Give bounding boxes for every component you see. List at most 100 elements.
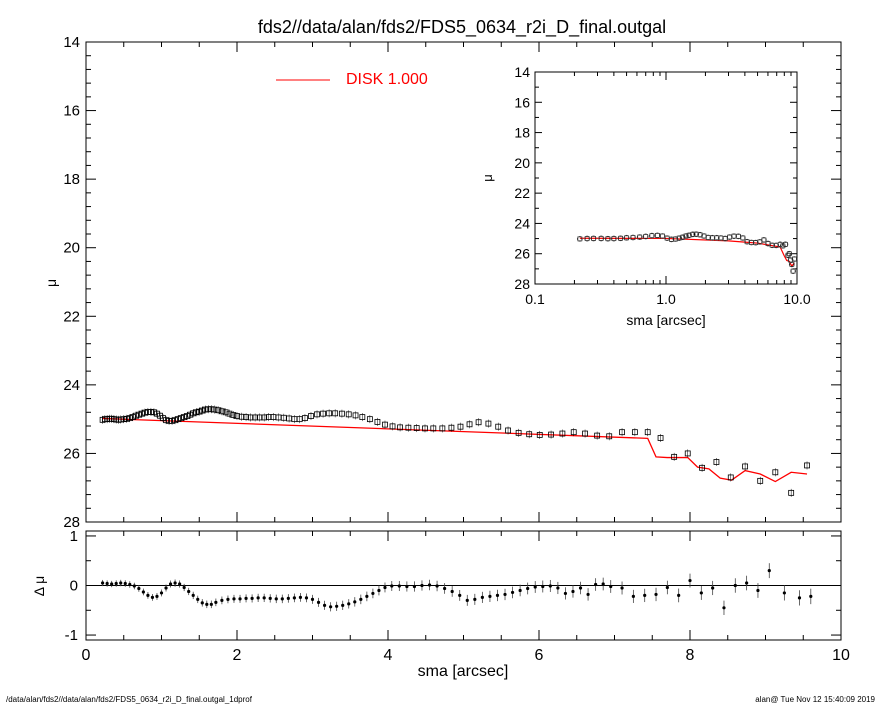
inset-x-axis: 0.1 1.0 10.0 [525, 72, 811, 307]
inset-data-point [761, 237, 767, 243]
inset-data-ring [761, 237, 767, 243]
inset-data-ring [769, 242, 776, 249]
residual-point [412, 584, 417, 589]
residual-point [316, 600, 321, 604]
residual-point [458, 593, 462, 598]
residual-point [159, 591, 164, 595]
residual-point [101, 581, 105, 585]
inset-data-point [690, 231, 696, 237]
inset-data-ring [668, 236, 675, 243]
residual-point [365, 594, 369, 599]
inset-data-ring [739, 235, 746, 241]
residual-point [353, 600, 357, 604]
chart-title: fds2//data/alan/fds2/FDS5_0634_r2i_D_fin… [258, 17, 666, 38]
res-y-tick-label: 0 [70, 578, 78, 595]
disk-model-polyline [102, 417, 808, 483]
residual-point [322, 603, 327, 607]
inset-data-point [792, 256, 797, 262]
residual-point [105, 581, 109, 586]
residual-point [220, 598, 224, 602]
inset-data-point [649, 233, 655, 239]
x-tick-label: 4 [384, 647, 393, 664]
residual-point [586, 592, 590, 597]
residual-point [238, 597, 242, 601]
inset-data-point [643, 234, 649, 239]
residual-point [518, 588, 522, 593]
residual-point [178, 582, 182, 586]
inset-disk-model-line [579, 237, 795, 268]
residual-point [304, 596, 309, 600]
main-x-axis [85, 42, 842, 522]
residual-point [688, 578, 692, 583]
inset-y-tick-label: 18 [514, 125, 530, 141]
residual-point [168, 582, 173, 586]
residual-point [292, 596, 296, 600]
inset-data-ring [693, 231, 700, 238]
residual-point [390, 584, 394, 588]
residual-point [711, 586, 715, 590]
residual-point [722, 606, 726, 610]
inset-x-tick-label: 10.0 [783, 291, 810, 307]
inset-x-tick-label: 0.1 [525, 291, 545, 307]
residual-point [226, 597, 230, 601]
inset-y-axis: 14 16 18 20 22 24 26 28 [514, 64, 797, 292]
inset-data-ring [697, 231, 703, 238]
inset-data-point [584, 236, 590, 241]
residual-point [200, 601, 204, 605]
inset-data-point [680, 234, 686, 240]
y-tick-label: 24 [63, 377, 80, 394]
residual-point [488, 594, 492, 599]
residual-point [541, 584, 545, 589]
inset-data-ring [679, 234, 686, 241]
residual-point [205, 602, 209, 606]
inset-data-ring [623, 234, 630, 241]
inset-data-point [789, 261, 795, 267]
residual-point [214, 600, 218, 604]
inset-data-ring [788, 261, 795, 268]
res-y-tick-label: 1 [70, 528, 78, 545]
residual-point [209, 602, 213, 606]
residual-point [578, 586, 583, 590]
inset-data-ring [752, 239, 759, 246]
inset-data-point [786, 251, 792, 257]
residual-point [510, 590, 515, 595]
residual-point [533, 585, 537, 589]
inset-y-tick-label: 14 [514, 64, 530, 80]
inset-data-point [630, 235, 636, 240]
residual-point [383, 585, 387, 590]
residual-point [745, 581, 749, 585]
inset-x-tick-label: 1.0 [656, 291, 676, 307]
residual-point [677, 593, 681, 598]
inset-data-points [576, 231, 798, 275]
inset-data-point [783, 241, 788, 247]
residual-point [435, 584, 439, 588]
residual-point [173, 581, 177, 585]
residual-point [420, 583, 424, 588]
residual-point [132, 584, 136, 588]
inset-data-point [605, 236, 611, 242]
residual-point [377, 588, 381, 593]
inset-data-point [637, 234, 643, 240]
inset-data-ring [610, 235, 617, 242]
residual-point [256, 596, 260, 600]
residual-point [767, 569, 771, 573]
y-tick-label: 20 [63, 240, 80, 257]
main-y-axis: 14 16 18 20 22 24 26 28 [63, 34, 841, 531]
residual-point [335, 604, 339, 608]
inset-data-ring [604, 235, 611, 242]
inset-y-tick-label: 28 [514, 276, 530, 292]
residual-point [797, 596, 802, 600]
inset-x-axis-label: sma [arcsec] [626, 312, 705, 328]
residual-point [119, 581, 123, 585]
res-y-tick-label: -1 [65, 627, 78, 644]
main-legend: DISK 1.000 [276, 71, 428, 88]
residual-point [341, 603, 345, 607]
residual-point [196, 597, 200, 601]
residual-x-axis-label: sma [arcsec] [418, 663, 509, 680]
inset-data-point [683, 233, 689, 239]
residual-point [123, 581, 127, 586]
main-y-axis-label: μ [43, 279, 59, 287]
residual-point [137, 586, 141, 591]
residual-point [146, 593, 150, 598]
